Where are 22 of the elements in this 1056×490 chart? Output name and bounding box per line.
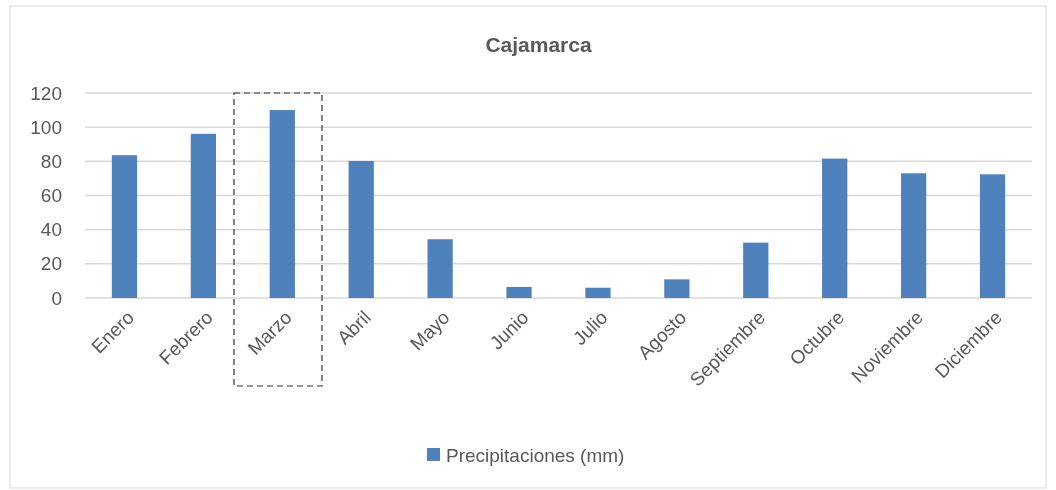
- bar: [822, 158, 848, 298]
- bar: [506, 286, 532, 298]
- bar: [664, 279, 690, 298]
- bar: [979, 174, 1006, 298]
- bar: [269, 110, 295, 298]
- x-tick-label: Julio: [569, 306, 612, 350]
- y-tick-label: 40: [40, 219, 62, 241]
- y-tick-label: 60: [40, 185, 62, 207]
- bar: [585, 287, 611, 298]
- bar: [427, 239, 453, 298]
- y-tick-label: 20: [40, 253, 62, 275]
- bar: [348, 160, 374, 298]
- bar: [743, 242, 769, 298]
- bar: [190, 133, 216, 298]
- bar: [901, 173, 927, 298]
- bar: [111, 155, 138, 298]
- y-tick-label: 80: [40, 150, 62, 172]
- chart-title: Cajamarca: [485, 33, 592, 56]
- y-tick-label: 100: [30, 116, 62, 138]
- legend-label: Precipitaciones (mm): [446, 444, 625, 466]
- y-tick-label: 120: [30, 82, 62, 104]
- y-tick-label: 0: [51, 287, 62, 309]
